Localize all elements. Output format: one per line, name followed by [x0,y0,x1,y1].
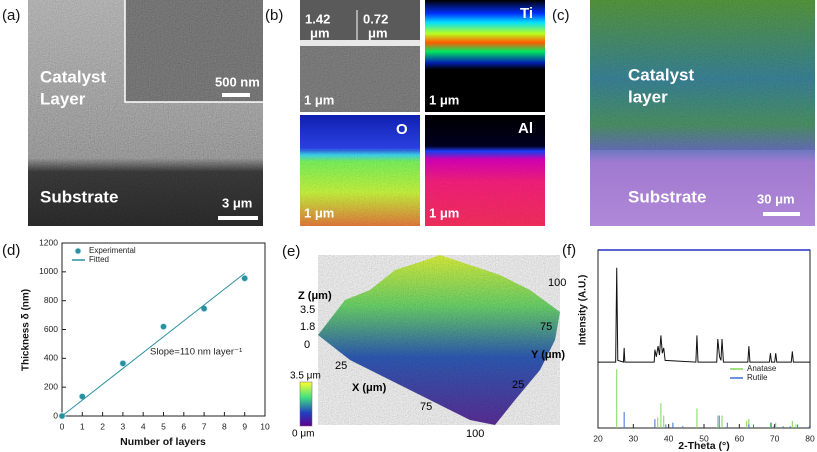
y-tick-label: 1200 [39,237,58,247]
x-tick-label: 80 [805,433,815,443]
legend-label: Fitted [89,255,109,264]
legend-label: Anatase [747,364,777,373]
scale-label: 500 nm [215,74,260,89]
al-texture [425,152,545,226]
sem-top [300,0,420,40]
element-label: Ti [520,5,533,22]
y-tick-label: 600 [44,324,58,334]
legend-label: Experimental [89,246,136,255]
x-tick-label: 60 [735,433,745,443]
panel-label: (b) [265,7,283,24]
y-axis-label: Intensity (A.U.) [578,275,589,346]
axis-label: Y (μm) [531,349,565,361]
ti-map [425,0,545,112]
data-point [159,323,168,331]
x-tick-label: 50 [699,433,709,443]
x-axis-label: Number of layers [120,436,206,448]
panel-label: (e) [282,243,300,260]
thickness-label: 0.72 [363,11,388,26]
thickness-label: μm [310,25,330,40]
tick-label: 3.5 [300,304,315,316]
sem-texture [300,46,420,112]
eds-maps [300,0,545,226]
annotation: Slope=110 nm layer⁻¹ [150,347,242,358]
sem-layer [300,40,420,46]
y-axis-label: Thickness δ (nm) [21,289,32,371]
x-tick-label: 30 [629,433,639,443]
thickness-label: μm [368,25,388,40]
x-tick-label: 6 [181,421,186,431]
y-tick-label: 800 [44,295,58,305]
tick-label: 100 [466,428,484,440]
map-image [590,0,815,226]
panel-label: (f) [562,242,576,259]
scale-label: 1 μm [304,205,334,220]
scale-label: 1 μm [304,92,334,107]
tick-label: 0 [304,339,310,351]
x-axis-label: 2-Theta (°) [678,440,729,452]
colorbar-label: 0 μm [292,429,314,440]
colorbar-label: 3.5 μm [290,371,321,382]
tick-label: 25 [335,360,347,372]
x-tick-label: 20 [593,433,603,443]
axis-label: X (μm) [352,382,387,394]
data-line [598,267,810,363]
x-tick-label: 9 [242,421,247,431]
image-texture [590,0,815,150]
scale-label: 3 μm [222,195,252,210]
element-label: O [396,121,408,138]
tick-label: 75 [420,401,432,413]
x-tick-label: 70 [770,433,780,443]
region-label: Catalyst [40,67,106,86]
legend-label: Rutile [747,373,768,382]
panel-label: (d) [2,242,20,259]
x-tick-label: 5 [161,421,166,431]
x-tick-label: 10 [260,421,270,431]
panel-label: (a) [2,7,20,24]
panel-label: (c) [552,7,570,24]
x-tick-label: 1 [80,421,85,431]
region-label: Catalyst [628,65,694,84]
colorbar [299,381,313,427]
x-tick-label: 40 [664,433,674,443]
scale-label: 1 μm [429,205,459,220]
x-tick-label: 3 [121,421,126,431]
tick-label: 1.8 [300,321,315,333]
sem-image [28,0,263,226]
x-tick-label: 2 [100,421,105,431]
data-line [61,272,246,417]
data-point [119,359,127,367]
x-tick-label: 4 [141,421,146,431]
tick-label: 75 [540,321,552,333]
region-label: Substrate [628,187,706,206]
surface-plot [299,255,560,427]
y-tick-label: 400 [44,353,58,363]
scale-label: 30 μm [757,191,795,206]
element-label: Al [518,120,533,137]
region-label: layer [628,87,668,106]
scale-label: 1 μm [429,92,459,107]
thickness-label: 1.42 [305,11,330,26]
tick-label: 25 [512,379,524,391]
x-tick-label: 7 [202,421,207,431]
region-label: Layer [40,89,86,108]
axis-label: Z (μm) [298,290,332,302]
inset-texture [125,0,263,102]
y-tick-label: 200 [44,381,58,391]
x-tick-label: 8 [222,421,227,431]
surface-texture [318,255,560,425]
legend-marker [74,247,82,255]
inset-border [124,0,263,103]
plot-frame [597,249,811,429]
x-tick-label: 0 [60,421,65,431]
y-tick-label: 0 [53,410,58,420]
region-label: Substrate [40,187,118,206]
o-texture [300,150,420,226]
y-tick-label: 1000 [39,266,58,276]
tick-label: 100 [548,277,566,289]
data-point [241,274,249,282]
